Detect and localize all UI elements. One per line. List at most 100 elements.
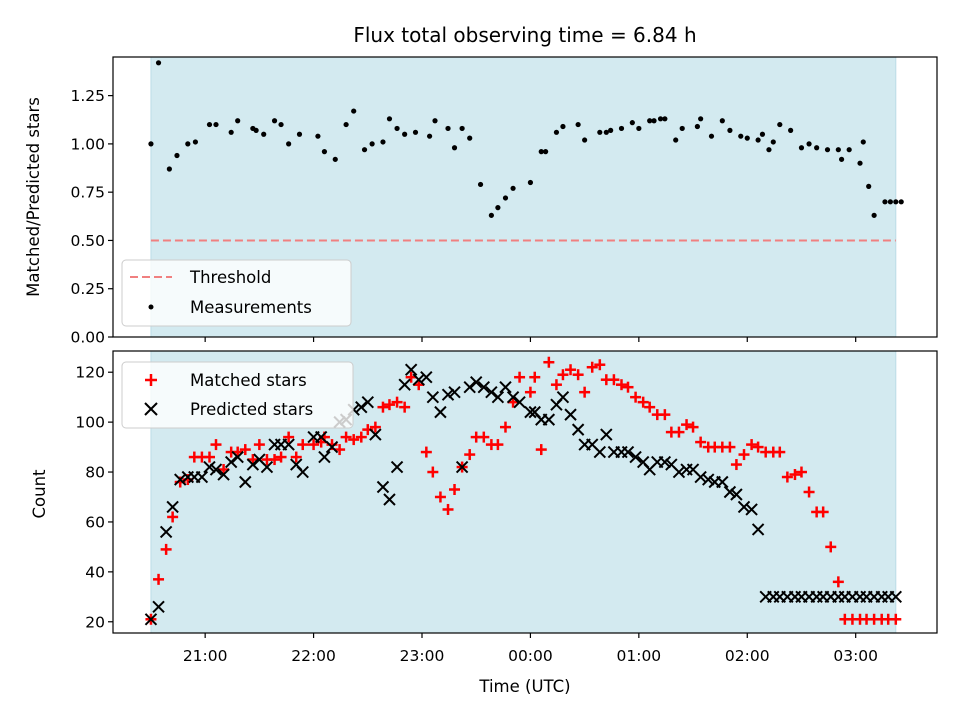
predicted-star-point [152, 600, 165, 614]
matched-star-point [369, 421, 381, 433]
predicted-star-point [383, 493, 396, 506]
bottom-xtick-label: 03:00 [833, 647, 878, 665]
predicted-star-point [282, 438, 295, 451]
measurement-point [694, 123, 700, 130]
predicted-star-point [524, 405, 537, 419]
measurement-point [278, 121, 284, 128]
top-x-ticks [204, 337, 857, 342]
measurement-point [477, 181, 484, 188]
measurement-point [777, 121, 783, 128]
bottom-ytick-label: 20 [85, 613, 105, 631]
matched-star-point [377, 401, 389, 413]
bottom-ytick-label: 40 [85, 563, 105, 581]
predicted-star-point [239, 475, 252, 489]
matched-star-point [210, 439, 222, 451]
matched-star-point [308, 439, 320, 451]
predicted-star-point [246, 458, 260, 471]
measurement-point [261, 131, 267, 137]
predicted-star-point [621, 445, 635, 459]
matched-star-point [673, 426, 685, 438]
predicted-star-point [448, 385, 461, 399]
predicted-star-point [355, 400, 368, 414]
matched-star-point [630, 391, 642, 403]
predicted-star-point [889, 590, 903, 604]
measurement-point [213, 121, 219, 128]
matched-star-point [524, 386, 536, 398]
predicted-star-point [463, 380, 476, 394]
measurement-point [679, 125, 685, 132]
matched-star-point [730, 459, 742, 471]
measurement-point [871, 212, 877, 218]
measurement-point [770, 139, 776, 145]
measurement-point [148, 141, 154, 147]
bottom-panel: 20 40 60 80 100 120 21:00 22:00 23:00 00:00 01:00… [30, 350, 938, 696]
measurement-point [192, 139, 198, 145]
matched-star-point [514, 371, 526, 383]
matched-star-point [724, 441, 736, 453]
matched-star-point [348, 434, 360, 446]
predicted-star-point [506, 390, 520, 404]
measurement-point [759, 131, 766, 137]
matched-star-point [153, 573, 165, 585]
predicted-star-point [217, 468, 230, 481]
bottom-ytick-label: 100 [75, 414, 105, 432]
measurement-point [582, 137, 588, 143]
predicted-star-point [730, 488, 743, 501]
measurement-point [608, 127, 614, 133]
measurement-point [603, 129, 609, 135]
measurement-point [271, 118, 278, 124]
measurement-point [459, 125, 465, 132]
measurement-point [898, 199, 904, 205]
matched-star-point [681, 419, 693, 431]
predicted-star-point [455, 460, 469, 474]
measurement-point [426, 133, 433, 139]
matched-star-point [253, 439, 265, 451]
predicted-star-point [491, 390, 505, 404]
measurement-point [719, 118, 725, 124]
predicted-star-point [174, 473, 187, 486]
predicted-star-point [434, 405, 447, 419]
measurement-point [824, 147, 831, 153]
legend-matched-label: Matched stars [190, 371, 307, 390]
measurement-point [495, 205, 501, 211]
measurement-point [662, 116, 668, 122]
predicted-star-point [470, 375, 483, 389]
matched-star-point [275, 451, 287, 463]
measurement-point [369, 141, 375, 147]
predicted-star-point [716, 475, 729, 489]
matched-star-point [550, 379, 562, 391]
top-y-ticks: 0.00 0.25 0.50 0.75 1.00 1.25 [70, 87, 113, 347]
bottom-ytick-label: 60 [85, 513, 105, 531]
measurement-point [185, 141, 191, 147]
matched-star-point [427, 466, 439, 478]
predicted-star-point [441, 388, 455, 401]
predicted-star-point [325, 440, 339, 454]
measurement-point [343, 121, 349, 128]
predicted-star-point [398, 378, 411, 391]
predicted-star-point [571, 423, 585, 436]
matched-star-point [340, 431, 352, 443]
matched-star-point [832, 576, 844, 588]
matched-star-point [160, 543, 172, 555]
measurement-point [727, 127, 733, 133]
top-ytick-label: 1.25 [70, 87, 105, 105]
predicted-star-point [542, 413, 556, 426]
legend-predicted-label: Predicted stars [190, 400, 313, 419]
matched-star-point [687, 421, 699, 433]
measurement-point [253, 127, 259, 133]
matched-star-point [637, 396, 649, 408]
legend-measurements-swatch [148, 304, 154, 310]
bottom-xtick-label: 21:00 [183, 647, 228, 665]
matched-star-point [695, 436, 707, 448]
matched-star-point [543, 356, 555, 368]
measurement-point [636, 125, 642, 132]
predicted-star-point [144, 613, 158, 626]
matched-star-point [594, 359, 606, 371]
matched-star-point [399, 401, 411, 413]
matched-star-point [442, 503, 454, 515]
matched-star-point [622, 381, 634, 393]
predicted-star-point [404, 363, 418, 376]
measurement-point [451, 145, 458, 151]
matched-star-point [738, 449, 750, 461]
measurement-point [332, 156, 338, 162]
